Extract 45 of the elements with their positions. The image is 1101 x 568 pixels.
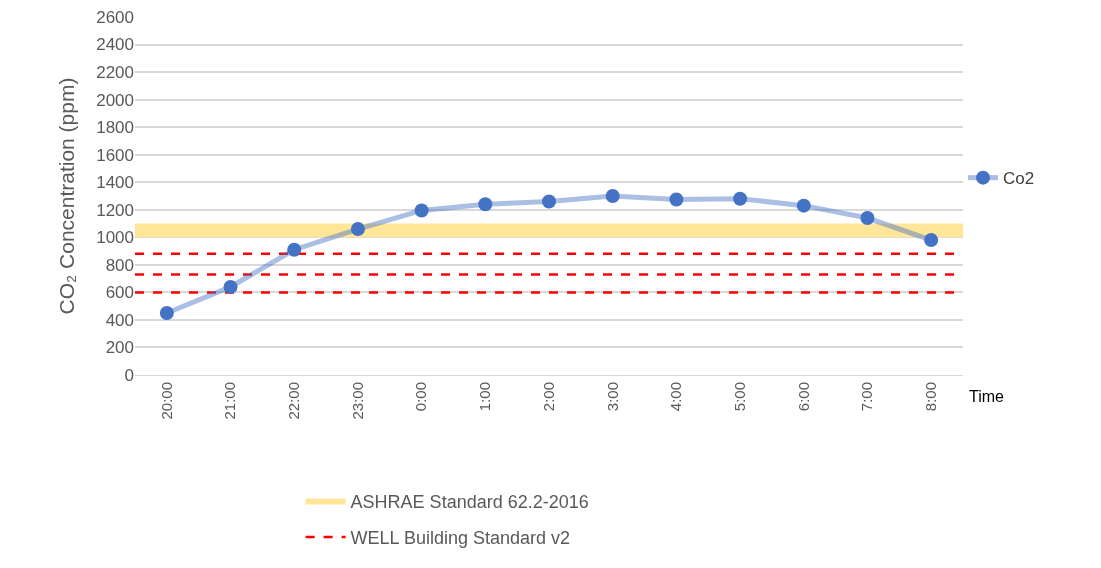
y-tick-label: 400 xyxy=(105,310,134,330)
point xyxy=(924,233,939,248)
point xyxy=(350,222,365,237)
x-tick-label: 22:00 xyxy=(285,382,303,420)
legend-label: ASHRAE Standard 62.2-2016 xyxy=(350,491,589,512)
legend-label: WELL Building Standard v2 xyxy=(350,528,571,549)
x-tick-label: 21:00 xyxy=(221,382,239,420)
x-tick-label: 7:00 xyxy=(858,382,876,412)
point xyxy=(733,191,748,206)
x-tick-label: 6:00 xyxy=(794,382,812,412)
y-tick-label: 0 xyxy=(124,365,134,385)
y-tick-label: 2000 xyxy=(96,90,134,110)
point xyxy=(159,306,174,321)
y-tick-label: 1400 xyxy=(96,173,134,193)
x-tick-label: 8:00 xyxy=(922,382,940,412)
y-tick-label: 1000 xyxy=(96,228,134,248)
point xyxy=(542,194,556,209)
x-tick-label: 2:00 xyxy=(539,382,557,412)
legend-label: Co2 xyxy=(1003,169,1035,189)
x-tick-label: 3:00 xyxy=(603,382,621,412)
y-tick-label: 1800 xyxy=(96,118,134,138)
y-tick-label: 200 xyxy=(105,338,134,358)
y-tick-label: 600 xyxy=(105,283,134,303)
point xyxy=(860,211,875,226)
y-tick-label: 800 xyxy=(105,255,134,275)
x-tick-label: 1:00 xyxy=(476,382,494,412)
point xyxy=(414,203,429,218)
point xyxy=(669,192,684,207)
point xyxy=(605,189,620,203)
x-tick-label: 20:00 xyxy=(157,382,175,420)
x-axis-title: Time xyxy=(969,388,1005,405)
x-tick-label: 5:00 xyxy=(730,382,748,412)
y-tick-label: 2200 xyxy=(96,63,134,83)
x-tick-label: 0:00 xyxy=(412,382,430,412)
y-tick-label: 1600 xyxy=(96,145,134,165)
point xyxy=(796,198,811,213)
y-tick-label: 1200 xyxy=(96,200,134,220)
point xyxy=(223,279,238,294)
y-axis-title: CO₂ Concentration (ppm) xyxy=(55,77,79,315)
y-tick-label: 2600 xyxy=(96,7,134,27)
y-tick-label: 2400 xyxy=(96,35,134,55)
x-tick-label: 23:00 xyxy=(348,382,366,420)
point xyxy=(478,197,493,212)
point xyxy=(287,242,302,257)
x-tick-label: 4:00 xyxy=(667,382,685,412)
